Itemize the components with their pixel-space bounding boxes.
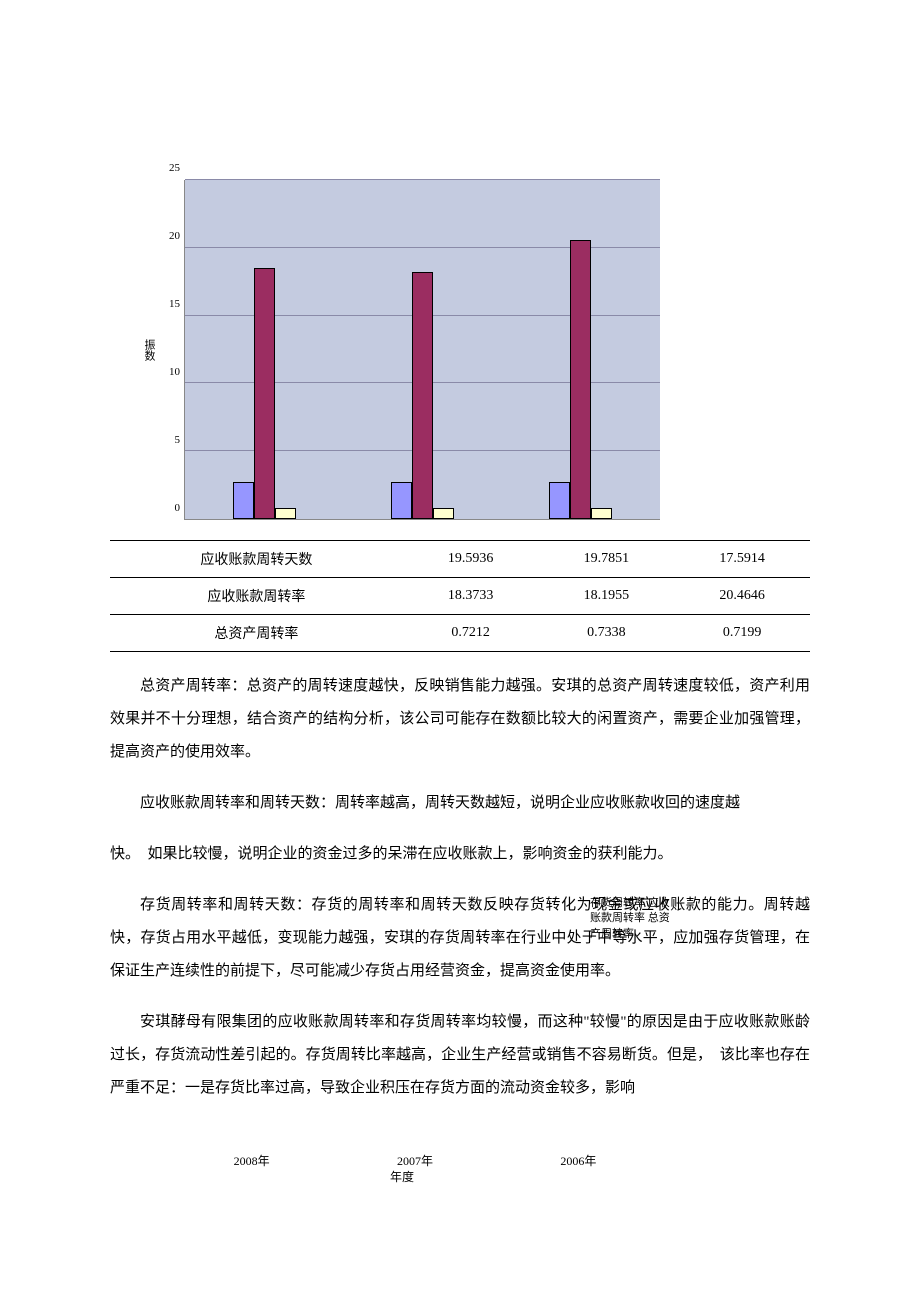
- p5-part-a: 安琪酵母有限集团的应收账款周转率和存货周转率均较慢，而这种"较慢"的原因是由于应…: [110, 1014, 810, 1063]
- paragraph-4: 存货周转率和周转天数：存货的周转率和周转天数反映存货转化为现金或应收账款的能力。…: [110, 889, 810, 988]
- table-cell: 17.5914: [674, 541, 810, 578]
- data-table: 应收账款周转天数19.593619.785117.5914应收账款周转率18.3…: [110, 540, 810, 652]
- y-ticks: 0510152025: [158, 180, 184, 520]
- y-tick: 25: [169, 162, 180, 174]
- table-cell: 0.7338: [538, 615, 674, 652]
- paragraph-1: 总资产周转率：总资产的周转速度越快，反映销售能力越强。安琪的总资产周转速度较低，…: [110, 670, 810, 769]
- y-axis-label-col: 振数: [140, 180, 158, 520]
- x-cat-2: 2006年: [497, 1152, 660, 1169]
- bar: [570, 240, 591, 519]
- y-tick: 10: [169, 366, 180, 378]
- table-cell: 18.3733: [403, 578, 539, 615]
- paragraph-2: 应收账款周转率和周转天数：周转率越高，周转天数越短，说明企业应收账款收回的速度越: [110, 787, 810, 820]
- bar-chart: 振数 0510152025: [140, 180, 660, 520]
- bar: [591, 508, 612, 519]
- table-row: 应收账款周转率18.373318.195520.4646: [110, 578, 810, 615]
- table-cell: 0.7212: [403, 615, 539, 652]
- y-tick: 15: [169, 298, 180, 310]
- chart-legend-floating: 存货周转率 应收 账款周转率 总资 产周转率: [590, 896, 670, 942]
- table-cell: 应收账款周转率: [110, 578, 403, 615]
- bar-group: [343, 180, 501, 519]
- bar: [412, 272, 433, 519]
- table-cell: 19.7851: [538, 541, 674, 578]
- paragraph-5: 安琪酵母有限集团的应收账款周转率和存货周转率均较慢，而这种"较慢"的原因是由于应…: [110, 1006, 810, 1105]
- legend-line-2: 账款周转率 总资: [590, 911, 670, 926]
- table-cell: 应收账款周转天数: [110, 541, 403, 578]
- p3-part-b: 如果比较慢，说明企业的资金过多的呆滞在应收账款上，影响资金的获利能力。: [148, 846, 673, 862]
- table-cell: 19.5936: [403, 541, 539, 578]
- plot-area: [184, 180, 660, 520]
- bar: [254, 268, 275, 519]
- y-tick: 5: [175, 434, 181, 446]
- bar: [233, 482, 254, 519]
- bar: [275, 508, 296, 519]
- legend-line-1: 存货周转率 应收: [590, 896, 670, 911]
- x-cat-0: 2008年: [170, 1152, 333, 1169]
- x-axis-title-floating: 年度: [390, 1168, 414, 1185]
- bar-group: [502, 180, 660, 519]
- p3-part-a: 快。: [110, 846, 140, 862]
- bar: [433, 508, 454, 519]
- y-axis-label: 振数: [141, 339, 157, 361]
- x-axis-labels-floating: 2008年 2007年 2006年: [170, 1152, 660, 1169]
- paragraph-3: 快。 如果比较慢，说明企业的资金过多的呆滞在应收账款上，影响资金的获利能力。: [110, 838, 810, 871]
- table-cell: 总资产周转率: [110, 615, 403, 652]
- x-cat-1: 2007年: [333, 1152, 496, 1169]
- table-row: 总资产周转率0.72120.73380.7199: [110, 615, 810, 652]
- bars-container: [185, 180, 660, 519]
- bar-group: [185, 180, 343, 519]
- y-tick: 0: [175, 502, 181, 514]
- table-cell: 18.1955: [538, 578, 674, 615]
- table-cell: 20.4646: [674, 578, 810, 615]
- bar: [391, 482, 412, 519]
- y-tick: 20: [169, 230, 180, 242]
- bar: [549, 482, 570, 519]
- legend-line-3: 产周转率: [590, 927, 670, 942]
- table-row: 应收账款周转天数19.593619.785117.5914: [110, 541, 810, 578]
- table-cell: 0.7199: [674, 615, 810, 652]
- text-section: 总资产周转率：总资产的周转速度越快，反映销售能力越强。安琪的总资产周转速度较低，…: [110, 670, 810, 1105]
